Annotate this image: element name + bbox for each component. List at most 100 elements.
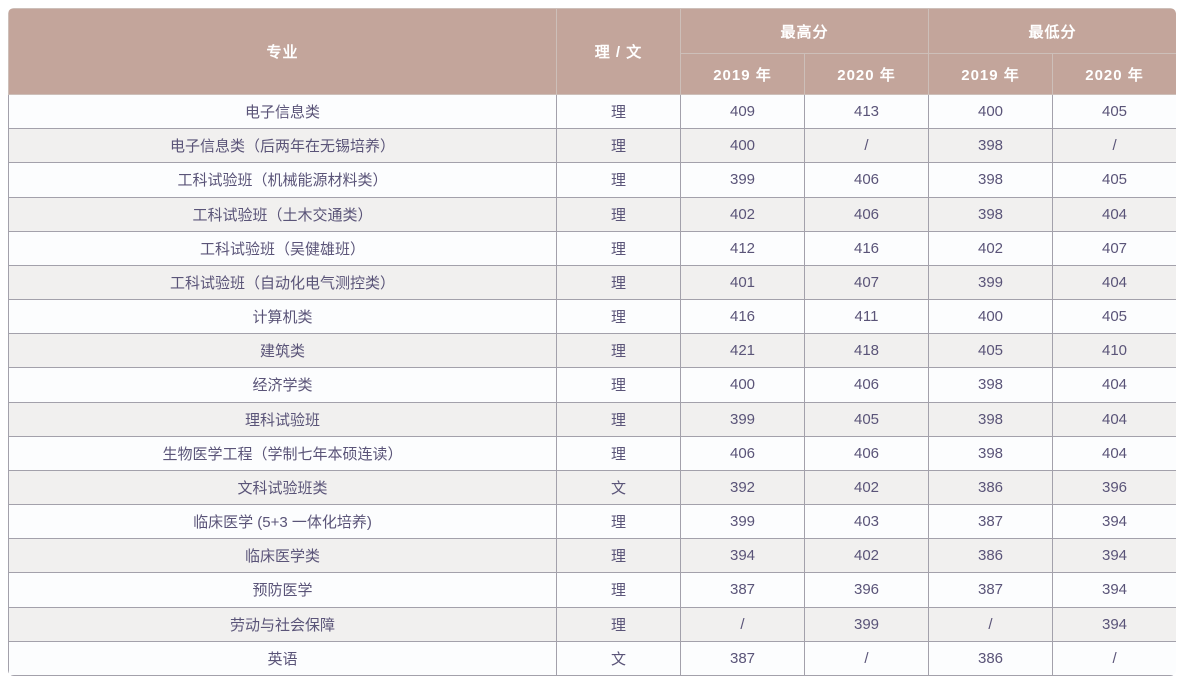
cell-max-2019: 399 <box>680 504 805 540</box>
cell-track: 理 <box>556 572 681 608</box>
cell-track: 理 <box>556 367 681 403</box>
cell-major: 临床医学 (5+3 一体化培养) <box>8 504 557 540</box>
cell-min-2019: 398 <box>928 401 1054 437</box>
cell-min-2019: 402 <box>928 230 1054 266</box>
cell-max-2019: 412 <box>680 230 805 266</box>
cell-major: 文科试验班类 <box>8 469 557 506</box>
cell-max-2019: / <box>680 606 805 642</box>
cell-min-2019: 398 <box>928 128 1054 164</box>
table-row: 劳动与社会保障理/399/394 <box>8 606 1176 642</box>
table-row: 计算机类理 416 411 400 405 <box>8 299 1176 335</box>
cell-max-2019: 401 <box>680 264 805 301</box>
cell-track: 理 <box>556 538 681 574</box>
cell-min-2020: 404 <box>1052 435 1176 471</box>
cell-max-2020: 406 <box>803 367 930 403</box>
cell-track: 理 <box>556 162 681 198</box>
column-header-min-2019: 2019 年 <box>928 53 1054 95</box>
cell-min-2019: 400 <box>928 93 1054 130</box>
table-row: 工科试验班（土木交通类）理 402 406 398 404 <box>8 196 1176 232</box>
admission-scores-table: 专业 理 / 文 最高分 最低分 2019 年 2020 年 2019 年 20… <box>8 8 1176 676</box>
cell-track: 文 <box>556 640 681 676</box>
cell-major: 预防医学 <box>8 572 557 608</box>
column-header-track: 理 / 文 <box>556 8 681 95</box>
cell-track: 理 <box>556 606 681 642</box>
cell-max-2020: 402 <box>803 469 930 506</box>
cell-track: 理 <box>556 196 681 232</box>
cell-track: 理 <box>556 93 681 130</box>
table-row: 文科试验班类文 392 402 386 396 <box>8 469 1176 506</box>
cell-max-2019: 392 <box>680 469 805 506</box>
cell-min-2020: 394 <box>1052 538 1176 574</box>
cell-min-2020: 404 <box>1052 196 1176 232</box>
cell-max-2020: 407 <box>803 264 930 301</box>
cell-max-2020: 406 <box>803 435 930 471</box>
cell-track: 理 <box>556 230 681 266</box>
cell-major: 工科试验班（吴健雄班） <box>8 230 557 266</box>
cell-major: 劳动与社会保障 <box>8 606 557 642</box>
cell-track: 理 <box>556 504 681 540</box>
admission-scores-table-container: 专业 理 / 文 最高分 最低分 2019 年 2020 年 2019 年 20… <box>8 8 1176 676</box>
cell-max-2019: 399 <box>680 162 805 198</box>
cell-min-2019: 399 <box>928 264 1054 301</box>
cell-max-2020: 406 <box>803 162 930 198</box>
cell-track: 理 <box>556 333 681 369</box>
column-header-max-2019: 2019 年 <box>680 53 805 95</box>
cell-major: 工科试验班（自动化电气测控类） <box>8 264 557 301</box>
cell-min-2019: 405 <box>928 333 1054 369</box>
cell-major: 计算机类 <box>8 299 557 335</box>
column-header-min-2020: 2020 年 <box>1052 53 1176 95</box>
cell-min-2020: 404 <box>1052 264 1176 301</box>
cell-max-2019: 409 <box>680 93 805 130</box>
cell-min-2019: 386 <box>928 469 1054 506</box>
cell-max-2019: 387 <box>680 640 805 676</box>
cell-max-2020: 399 <box>803 606 930 642</box>
cell-major: 经济学类 <box>8 367 557 403</box>
table-row: 预防医学理 387 396 387 394 <box>8 572 1176 608</box>
cell-max-2019: 400 <box>680 128 805 164</box>
cell-min-2019: 386 <box>928 538 1054 574</box>
table-row: 工科试验班（机械能源材料类）理 399 406 398 405 <box>8 162 1176 198</box>
cell-major: 电子信息类 <box>8 93 557 130</box>
table-row: 英语文 387/386/ <box>8 640 1176 676</box>
table-row: 工科试验班（自动化电气测控类）理 401 407 399 404 <box>8 264 1176 301</box>
cell-max-2019: 406 <box>680 435 805 471</box>
cell-min-2020: 394 <box>1052 572 1176 608</box>
cell-min-2019: 398 <box>928 435 1054 471</box>
cell-max-2019: 399 <box>680 401 805 437</box>
cell-track: 理 <box>556 128 681 164</box>
cell-max-2019: 394 <box>680 538 805 574</box>
table-row: 临床医学 (5+3 一体化培养) 理 399 403 387 394 <box>8 504 1176 540</box>
cell-track: 理 <box>556 401 681 437</box>
table-body: 电子信息类理 409 413 400 405 电子信息类（后两年在无锡培养）理 400/39… <box>8 93 1176 676</box>
cell-max-2020: 406 <box>803 196 930 232</box>
cell-track: 理 <box>556 299 681 335</box>
cell-max-2020: 416 <box>803 230 930 266</box>
header-row-groups: 专业 理 / 文 最高分 最低分 <box>8 8 1176 95</box>
cell-max-2019: 402 <box>680 196 805 232</box>
cell-max-2020: 402 <box>803 538 930 574</box>
cell-min-2019: 387 <box>928 572 1054 608</box>
table-row: 建筑类理 421 418 405 410 <box>8 333 1176 369</box>
column-group-max-score: 最高分 <box>679 8 930 54</box>
cell-min-2020: 394 <box>1052 606 1176 642</box>
cell-min-2019: 398 <box>928 162 1054 198</box>
table-row: 生物医学工程（学制七年本硕连读）理 406 406 398 404 <box>8 435 1176 471</box>
cell-max-2020: 405 <box>803 401 930 437</box>
cell-max-2020: 418 <box>803 333 930 369</box>
cell-min-2019: / <box>928 606 1054 642</box>
cell-major: 英语 <box>8 640 557 676</box>
cell-track: 文 <box>556 469 681 506</box>
cell-min-2019: 398 <box>928 196 1054 232</box>
cell-major: 电子信息类（后两年在无锡培养） <box>8 128 557 164</box>
cell-min-2020: 407 <box>1052 230 1176 266</box>
column-header-max-2020: 2020 年 <box>803 53 930 95</box>
cell-major: 理科试验班 <box>8 401 557 437</box>
cell-min-2020: / <box>1052 640 1176 676</box>
cell-major: 建筑类 <box>8 333 557 369</box>
cell-major: 临床医学类 <box>8 538 557 574</box>
table-row: 理科试验班理 399 405 398 404 <box>8 401 1176 437</box>
cell-max-2020: 411 <box>803 299 930 335</box>
cell-max-2019: 400 <box>680 367 805 403</box>
column-header-major: 专业 <box>8 8 557 95</box>
